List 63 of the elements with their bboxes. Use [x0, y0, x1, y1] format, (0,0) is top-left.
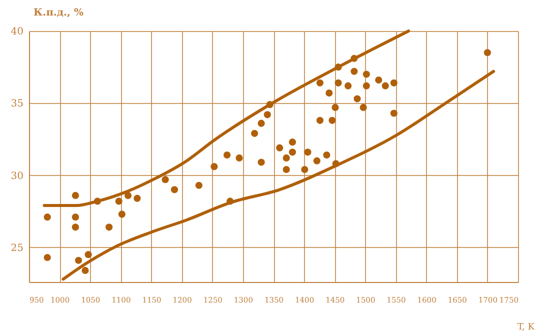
point: [251, 130, 258, 137]
point: [332, 160, 340, 168]
point: [288, 148, 296, 156]
point: [360, 104, 367, 111]
point: [72, 192, 79, 199]
point: [170, 186, 178, 194]
point: [84, 251, 92, 258]
point: [118, 210, 126, 218]
point: [258, 158, 265, 166]
point: [313, 157, 320, 164]
y-tick-label: 25: [10, 242, 24, 254]
y-tick-label: 35: [10, 98, 24, 110]
point: [106, 224, 113, 231]
point: [224, 152, 231, 159]
point: [82, 266, 89, 274]
point: [375, 76, 382, 84]
point: [276, 144, 284, 152]
point: [332, 104, 339, 111]
point: [362, 70, 370, 78]
point: [328, 116, 336, 124]
point: [304, 148, 312, 156]
point: [162, 176, 169, 184]
point: [115, 198, 122, 205]
point: [362, 82, 370, 90]
point: [354, 95, 361, 102]
point: [301, 166, 308, 174]
point: [288, 138, 296, 146]
point: [72, 214, 79, 221]
point: [195, 182, 202, 189]
point: [236, 154, 243, 162]
line-series: [42, 30, 410, 208]
point: [316, 79, 324, 86]
point: [282, 154, 290, 162]
point: [323, 152, 330, 159]
point: [316, 116, 324, 124]
point: [210, 163, 218, 170]
point: [382, 82, 389, 90]
point: [74, 256, 82, 264]
point: [344, 82, 352, 90]
point: [282, 166, 290, 174]
y-axis-title: К.п.д., %: [34, 8, 84, 18]
point: [124, 192, 132, 199]
point: [484, 49, 491, 56]
point: [134, 194, 141, 202]
point: [44, 214, 51, 221]
point: [350, 54, 358, 62]
point: [390, 110, 398, 117]
point: [334, 64, 342, 71]
point: [334, 79, 342, 86]
x-axis-title: T, K: [517, 322, 535, 331]
point: [258, 120, 265, 127]
point: [264, 111, 271, 118]
point: [350, 68, 358, 75]
point: [44, 254, 51, 262]
point: [390, 79, 398, 86]
y-tick-label: 40: [10, 26, 24, 38]
point: [266, 101, 274, 108]
line-series: [62, 70, 496, 281]
point: [326, 90, 333, 97]
y-tick-label: 30: [10, 170, 24, 182]
point: [72, 224, 79, 231]
point: [94, 198, 101, 205]
point: [226, 198, 234, 205]
